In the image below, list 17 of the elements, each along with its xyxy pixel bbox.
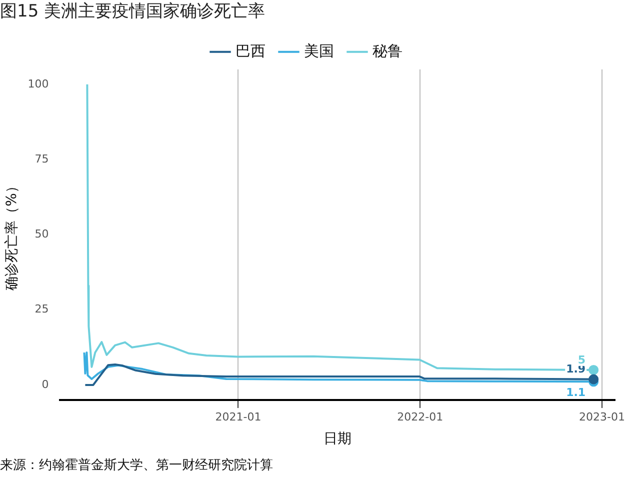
chart-title: 图15 美洲主要疫情国家确诊死亡率 xyxy=(0,2,266,22)
y-axis-title: 确诊死亡率（%） xyxy=(4,179,20,292)
x-tick-label: 2023-01 xyxy=(579,410,626,424)
legend-label: 美国 xyxy=(304,42,334,60)
data-label: 5 xyxy=(578,353,586,366)
legend-label: 巴西 xyxy=(235,42,266,60)
y-tick-label: 25 xyxy=(34,302,49,316)
x-tick-label: 2021-01 xyxy=(215,410,262,424)
source-note: 来源：约翰霍普金斯大学、第一财经研究院计算 xyxy=(0,456,273,474)
y-tick-label: 0 xyxy=(42,378,49,391)
y-tick-label: 100 xyxy=(28,77,49,90)
x-tick-label: 2022-01 xyxy=(397,410,444,424)
x-axis-title: 日期 xyxy=(323,431,352,448)
y-tick-label: 50 xyxy=(34,228,49,241)
y-tick-label: 75 xyxy=(34,152,49,166)
data-label: 1.1 xyxy=(566,386,586,400)
legend-label: 秘鲁 xyxy=(372,42,402,60)
